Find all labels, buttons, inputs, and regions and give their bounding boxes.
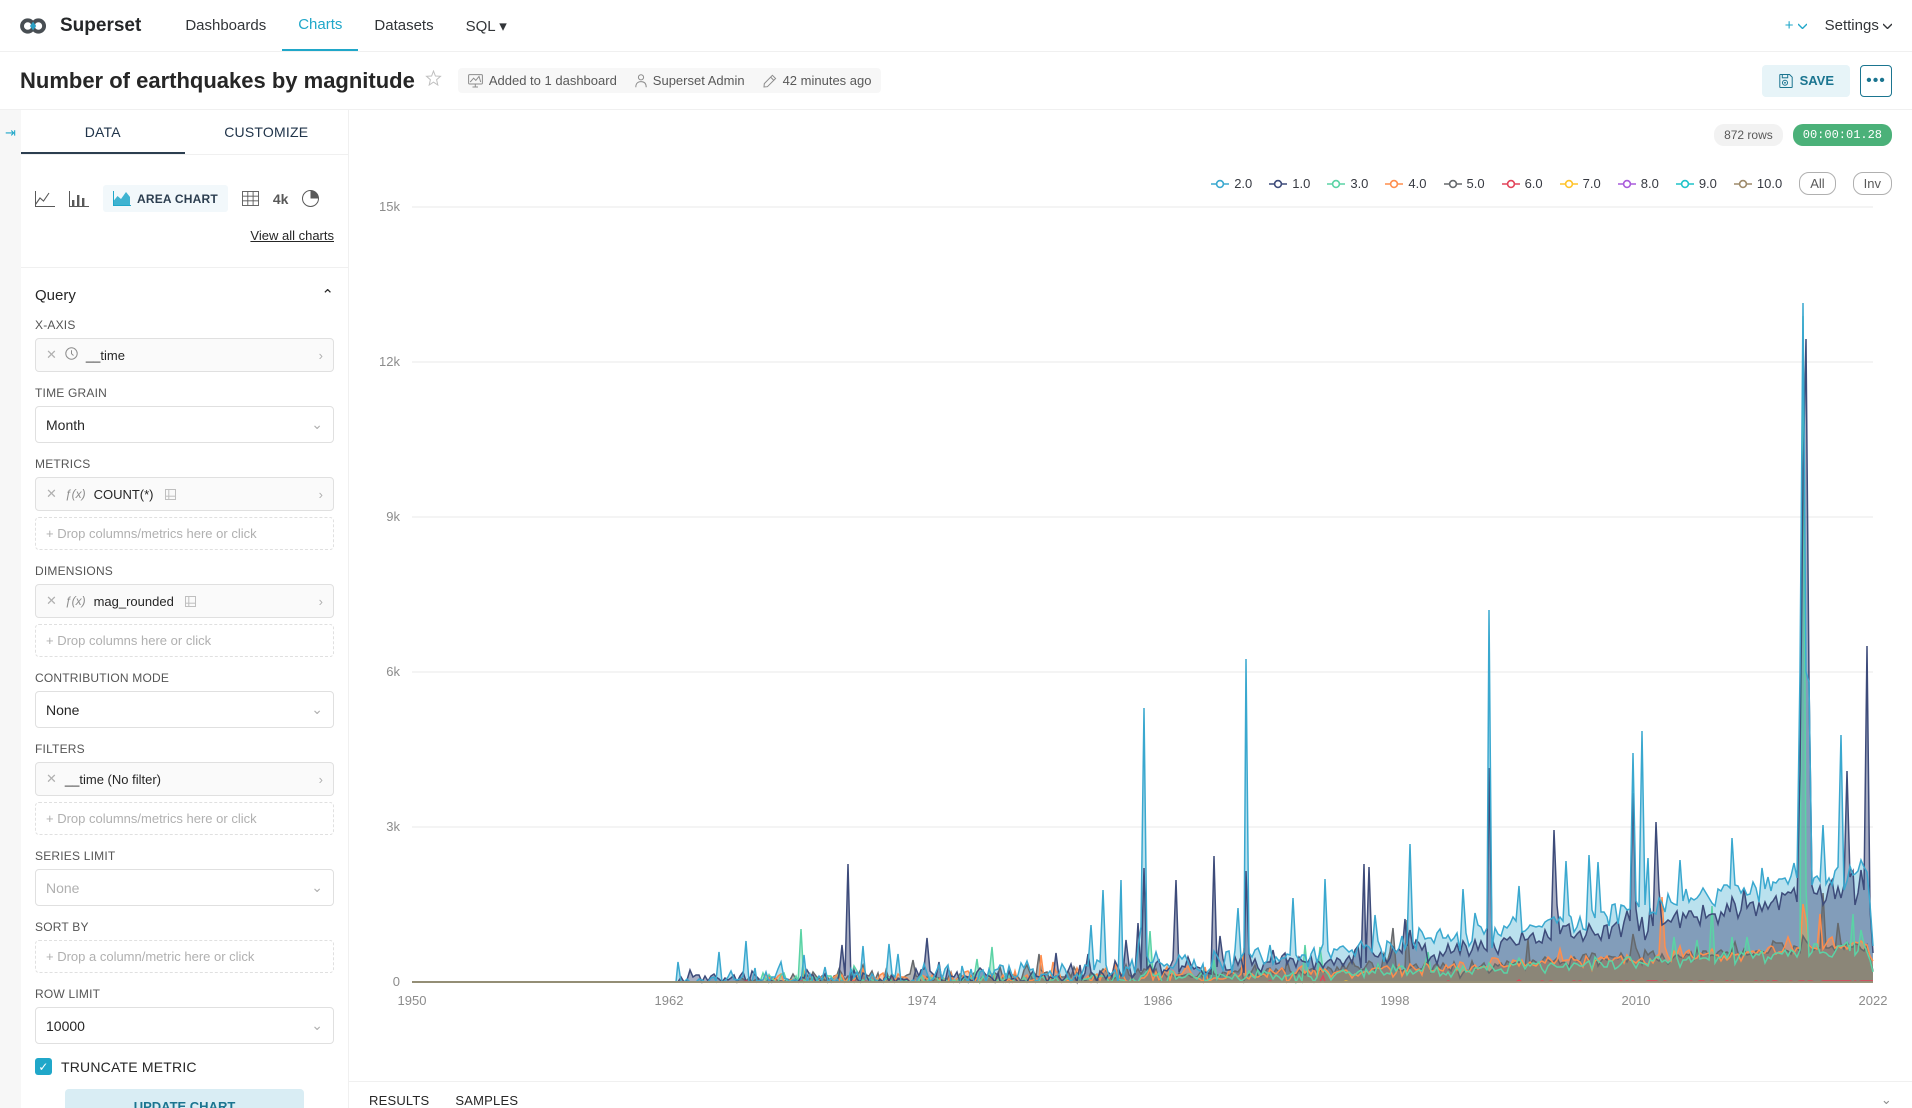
svg-text:9k: 9k (386, 509, 400, 524)
svg-text:1962: 1962 (655, 993, 684, 1008)
svg-text:12k: 12k (379, 354, 400, 369)
svg-text:15k: 15k (379, 199, 400, 214)
svg-text:6k: 6k (386, 664, 400, 679)
svg-text:0: 0 (393, 974, 400, 989)
svg-text:1998: 1998 (1381, 993, 1410, 1008)
svg-text:1986: 1986 (1144, 993, 1173, 1008)
svg-text:2022: 2022 (1859, 993, 1888, 1008)
svg-text:3k: 3k (386, 819, 400, 834)
svg-text:1974: 1974 (908, 993, 937, 1008)
svg-text:2010: 2010 (1622, 993, 1651, 1008)
svg-text:1950: 1950 (398, 993, 427, 1008)
